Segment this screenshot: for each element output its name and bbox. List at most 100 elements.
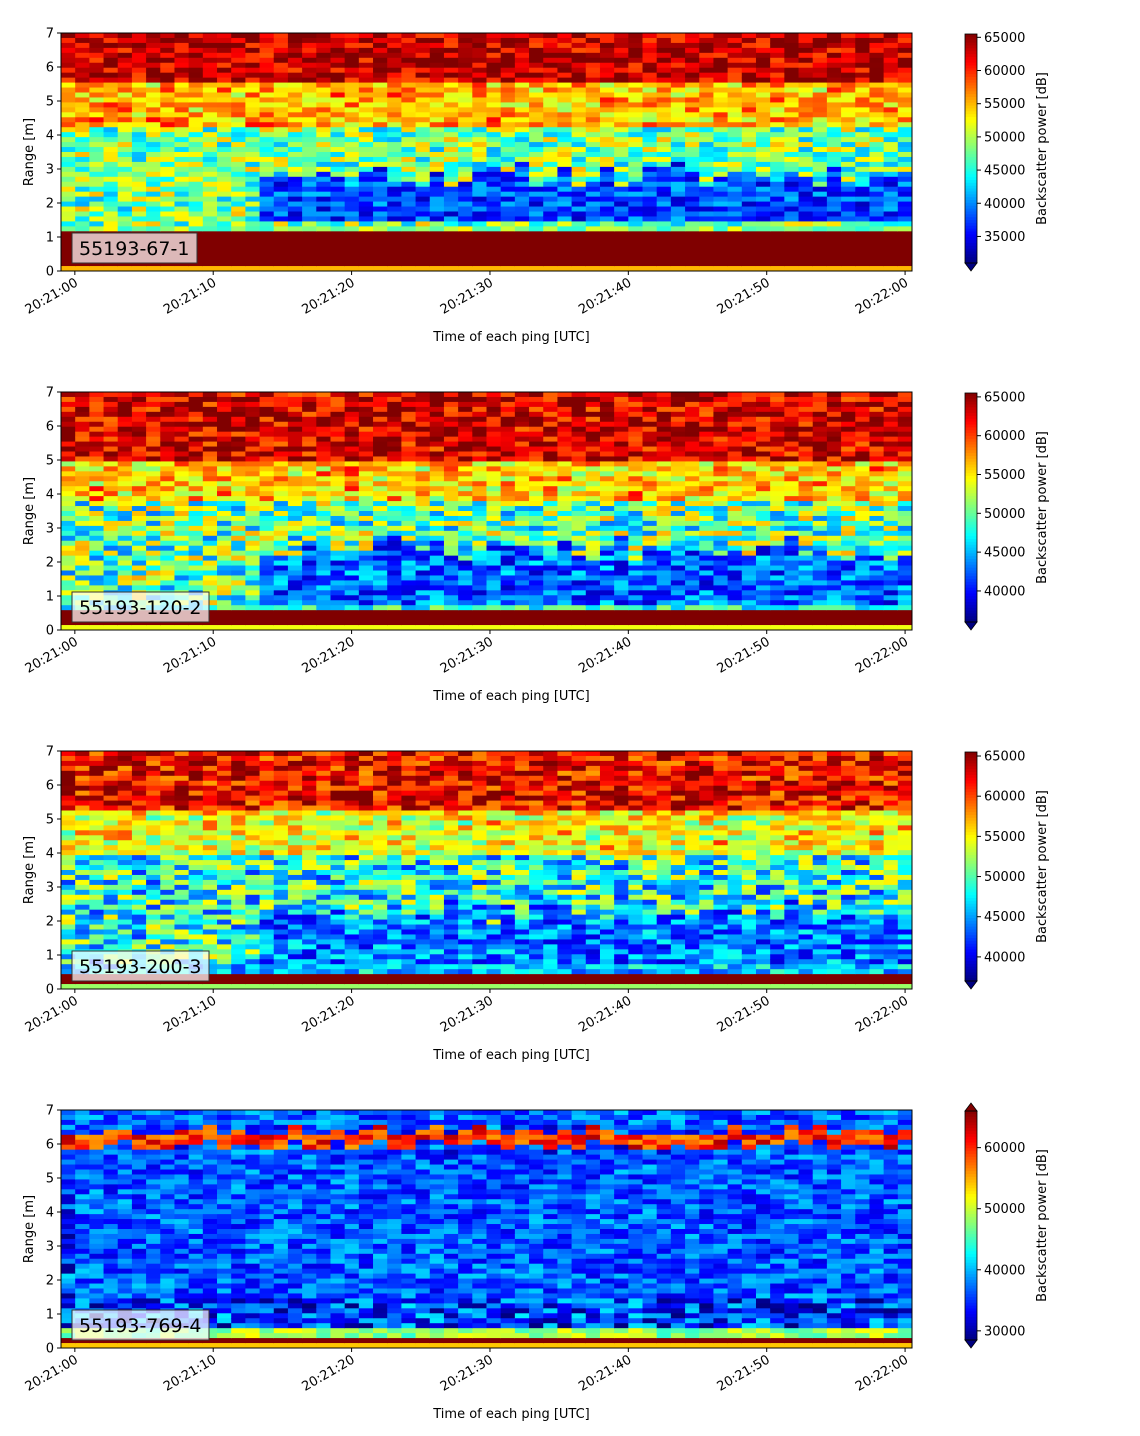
heatmap-cell <box>443 191 459 198</box>
heatmap-cell <box>344 406 360 413</box>
heatmap-cell <box>798 236 814 242</box>
heatmap-cell <box>103 585 119 591</box>
heatmap-cell <box>571 156 587 163</box>
heatmap-cell <box>529 491 544 497</box>
heatmap-cell <box>415 216 431 223</box>
heatmap-cell <box>841 107 856 113</box>
heatmap-cell <box>642 52 658 59</box>
heatmap-cell <box>699 77 715 84</box>
heatmap-cell <box>486 585 502 591</box>
heatmap-cell <box>642 87 658 94</box>
heatmap-cell <box>614 575 629 582</box>
heatmap-cell <box>500 535 516 542</box>
heatmap-cell <box>316 221 332 227</box>
heatmap-cell <box>741 191 757 198</box>
heatmap-cell <box>174 176 190 183</box>
heatmap-cell <box>727 47 743 54</box>
heatmap-cell <box>75 520 90 527</box>
heatmap-cell <box>415 181 431 188</box>
heatmap-cell <box>330 42 346 49</box>
heatmap-cell <box>61 191 76 198</box>
heatmap-cell <box>259 107 275 113</box>
heatmap-cell <box>245 466 261 472</box>
heatmap-cell <box>472 241 488 247</box>
heatmap-cell <box>699 206 715 213</box>
heatmap-cell <box>614 406 629 413</box>
heatmap-cell <box>458 226 473 232</box>
heatmap-cell <box>599 436 615 443</box>
heatmap-cell <box>174 416 190 423</box>
heatmap-cell <box>812 181 828 188</box>
heatmap-cell <box>202 147 218 153</box>
heatmap-cell <box>841 127 856 133</box>
heatmap-cell <box>770 266 785 271</box>
heatmap-cell <box>571 501 587 507</box>
heatmap-cell <box>642 42 658 49</box>
heatmap-cell <box>217 411 232 418</box>
heatmap-cell <box>585 33 601 39</box>
heatmap-cell <box>103 201 119 208</box>
heatmap-cell <box>642 406 658 413</box>
heatmap-cell <box>614 102 629 108</box>
heatmap-cell <box>415 471 431 477</box>
heatmap-cell <box>387 530 402 537</box>
heatmap-cell <box>103 132 119 138</box>
heatmap-cell <box>373 595 388 601</box>
heatmap-cell <box>89 127 105 133</box>
heatmap-cell <box>387 191 402 198</box>
heatmap-cell <box>117 525 133 532</box>
heatmap-cell <box>472 47 488 54</box>
heatmap-cell <box>358 201 374 208</box>
heatmap-cell <box>344 211 360 218</box>
heatmap-cell <box>344 436 360 443</box>
heatmap-cell <box>61 47 76 54</box>
heatmap-cell <box>160 520 176 527</box>
heatmap-cell <box>798 57 814 64</box>
heatmap-cell <box>373 610 388 616</box>
heatmap-cell <box>599 555 615 562</box>
heatmap-cell <box>387 33 402 39</box>
heatmap-cell <box>500 191 516 198</box>
heatmap-cell <box>401 625 417 630</box>
heatmap-cell <box>628 87 644 94</box>
heatmap-cell <box>486 231 502 237</box>
heatmap-cell <box>727 97 743 104</box>
heatmap-cell <box>330 615 346 621</box>
heatmap-cell <box>557 266 573 271</box>
heatmap-cell <box>557 191 573 198</box>
heatmap-cell <box>344 191 360 198</box>
heatmap-cell <box>302 411 317 418</box>
heatmap-cell <box>429 216 445 223</box>
colorbar-segment <box>965 96 977 101</box>
heatmap-cell <box>472 550 488 557</box>
heatmap-cell <box>429 226 445 232</box>
heatmap-cell <box>529 142 544 148</box>
heatmap-cell <box>259 605 275 611</box>
heatmap-cell <box>670 196 686 203</box>
heatmap-cell <box>599 236 615 242</box>
heatmap-cell <box>770 107 785 113</box>
heatmap-cell <box>486 201 502 208</box>
heatmap-cell <box>869 256 885 262</box>
heatmap-cell <box>160 67 176 74</box>
heatmap-cell <box>443 67 459 74</box>
heatmap-cell <box>727 171 743 178</box>
heatmap-cell <box>131 42 147 49</box>
heatmap-cell <box>500 411 516 418</box>
colorbar-tick-label: 60000 <box>984 64 1025 79</box>
heatmap-cell <box>458 211 473 218</box>
heatmap-cell <box>61 595 76 601</box>
heatmap-cell <box>855 206 871 213</box>
heatmap-cell <box>316 67 332 74</box>
heatmap-cell <box>75 401 90 408</box>
heatmap-cell <box>727 181 743 188</box>
heatmap-cell <box>61 560 76 567</box>
heatmap-cell <box>330 436 346 443</box>
heatmap-cell <box>628 550 644 557</box>
heatmap-cell <box>188 451 204 458</box>
heatmap-cell <box>217 226 232 232</box>
heatmap-cell <box>628 406 644 413</box>
heatmap-cell <box>131 62 147 69</box>
heatmap-cell <box>429 231 445 237</box>
heatmap-cell <box>245 37 261 44</box>
